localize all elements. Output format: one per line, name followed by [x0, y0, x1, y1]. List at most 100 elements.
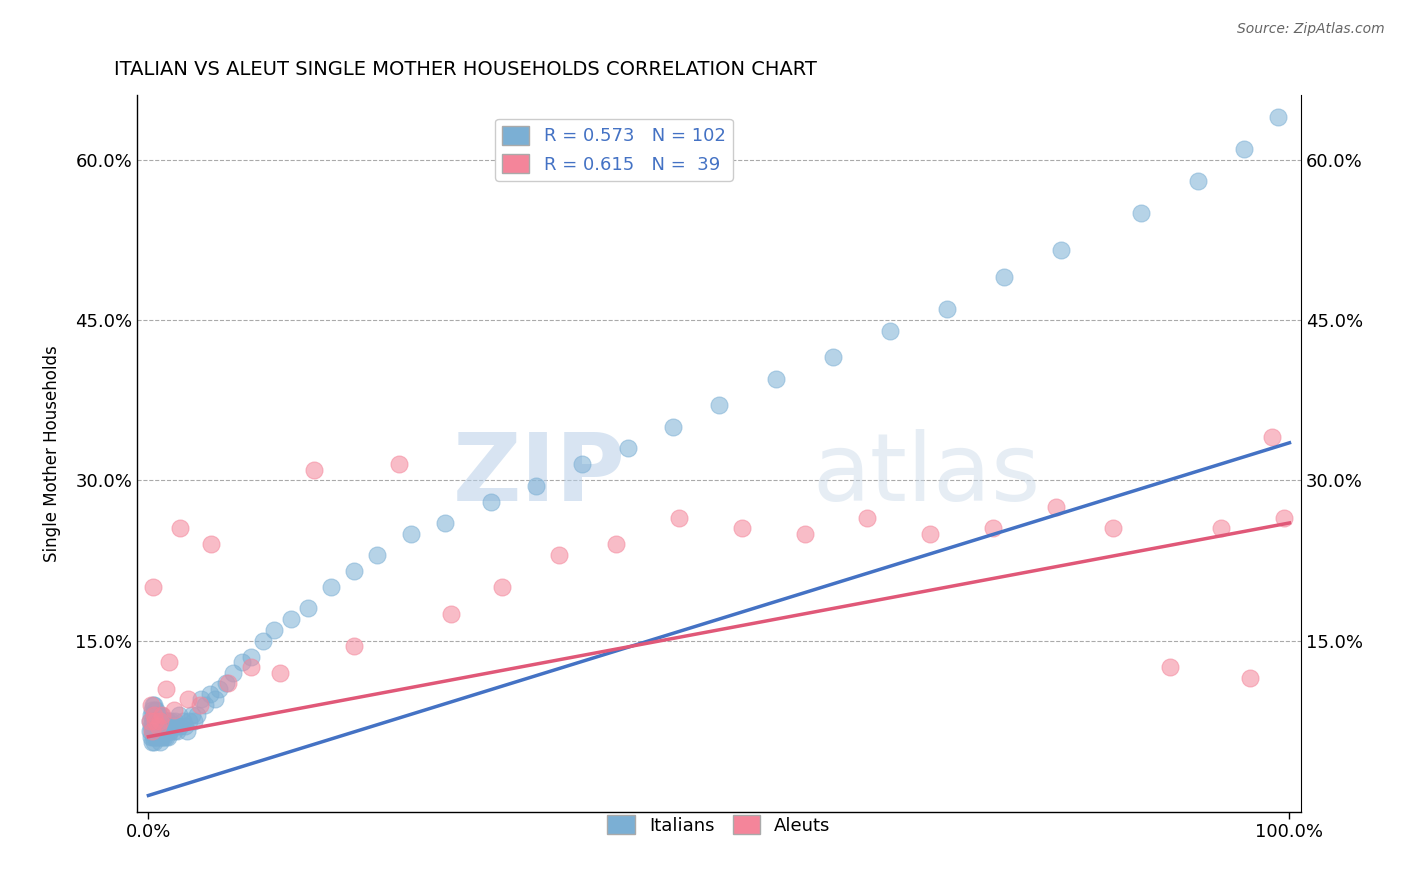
Point [217, 676, 239, 690]
Point [143, 735, 166, 749]
Point [366, 548, 388, 562]
Point [143, 714, 166, 728]
Point [176, 724, 198, 739]
Text: Source: ZipAtlas.com: Source: ZipAtlas.com [1237, 22, 1385, 37]
Point [138, 714, 160, 728]
Point [143, 719, 166, 733]
Point [280, 612, 302, 626]
Point [616, 441, 638, 455]
Point [148, 730, 170, 744]
Point [145, 724, 167, 739]
Point [146, 719, 169, 733]
Point [1239, 671, 1261, 685]
Point [146, 708, 169, 723]
Point [143, 724, 166, 739]
Point [662, 419, 685, 434]
Point [793, 526, 815, 541]
Point [143, 730, 166, 744]
Point [145, 714, 167, 728]
Point [399, 526, 422, 541]
Point [153, 730, 176, 744]
Point [183, 714, 205, 728]
Point [1267, 110, 1289, 124]
Point [198, 687, 221, 701]
Point [343, 564, 366, 578]
Point [605, 537, 627, 551]
Point [145, 703, 167, 717]
Point [157, 655, 180, 669]
Point [141, 735, 163, 749]
Point [155, 681, 177, 696]
Point [297, 601, 319, 615]
Point [138, 714, 160, 728]
Point [160, 714, 183, 728]
Point [252, 633, 274, 648]
Point [1261, 430, 1284, 444]
Point [186, 708, 208, 723]
Point [143, 698, 166, 712]
Point [981, 521, 1004, 535]
Point [188, 698, 211, 712]
Point [141, 724, 163, 739]
Point [918, 526, 941, 541]
Point [231, 655, 253, 669]
Point [194, 698, 217, 712]
Point [162, 719, 184, 733]
Point [141, 714, 163, 728]
Point [149, 714, 172, 728]
Point [174, 719, 197, 733]
Point [731, 521, 754, 535]
Point [707, 398, 730, 412]
Point [150, 730, 173, 744]
Point [150, 719, 173, 733]
Point [269, 665, 291, 680]
Point [146, 724, 169, 739]
Point [143, 708, 166, 723]
Point [204, 692, 226, 706]
Point [159, 724, 181, 739]
Point [180, 708, 202, 723]
Point [548, 548, 571, 562]
Point [208, 681, 231, 696]
Point [479, 494, 502, 508]
Point [152, 724, 174, 739]
Point [150, 714, 173, 728]
Point [153, 714, 176, 728]
Point [319, 580, 342, 594]
Point [139, 708, 162, 723]
Point [143, 714, 166, 728]
Point [240, 660, 263, 674]
Point [156, 714, 179, 728]
Point [936, 302, 959, 317]
Point [142, 580, 165, 594]
Point [1045, 500, 1067, 514]
Text: ZIP: ZIP [453, 429, 626, 521]
Point [139, 719, 162, 733]
Point [169, 719, 191, 733]
Point [215, 676, 238, 690]
Point [434, 516, 457, 530]
Text: ITALIAN VS ALEUT SINGLE MOTHER HOUSEHOLDS CORRELATION CHART: ITALIAN VS ALEUT SINGLE MOTHER HOUSEHOLD… [114, 60, 817, 78]
Point [149, 735, 172, 749]
Point [141, 703, 163, 717]
Point [169, 521, 191, 535]
Point [163, 714, 186, 728]
Point [157, 719, 180, 733]
Point [149, 719, 172, 733]
Point [524, 478, 547, 492]
Point [200, 537, 222, 551]
Point [388, 457, 411, 471]
Point [143, 703, 166, 717]
Point [765, 372, 787, 386]
Point [165, 719, 187, 733]
Point [141, 724, 163, 739]
Point [156, 714, 179, 728]
Point [1101, 521, 1123, 535]
Point [142, 719, 165, 733]
Point [879, 324, 901, 338]
Point [172, 714, 194, 728]
Point [162, 703, 184, 717]
Y-axis label: Single Mother Households: Single Mother Households [44, 345, 60, 562]
Point [1159, 660, 1181, 674]
Point [491, 580, 513, 594]
